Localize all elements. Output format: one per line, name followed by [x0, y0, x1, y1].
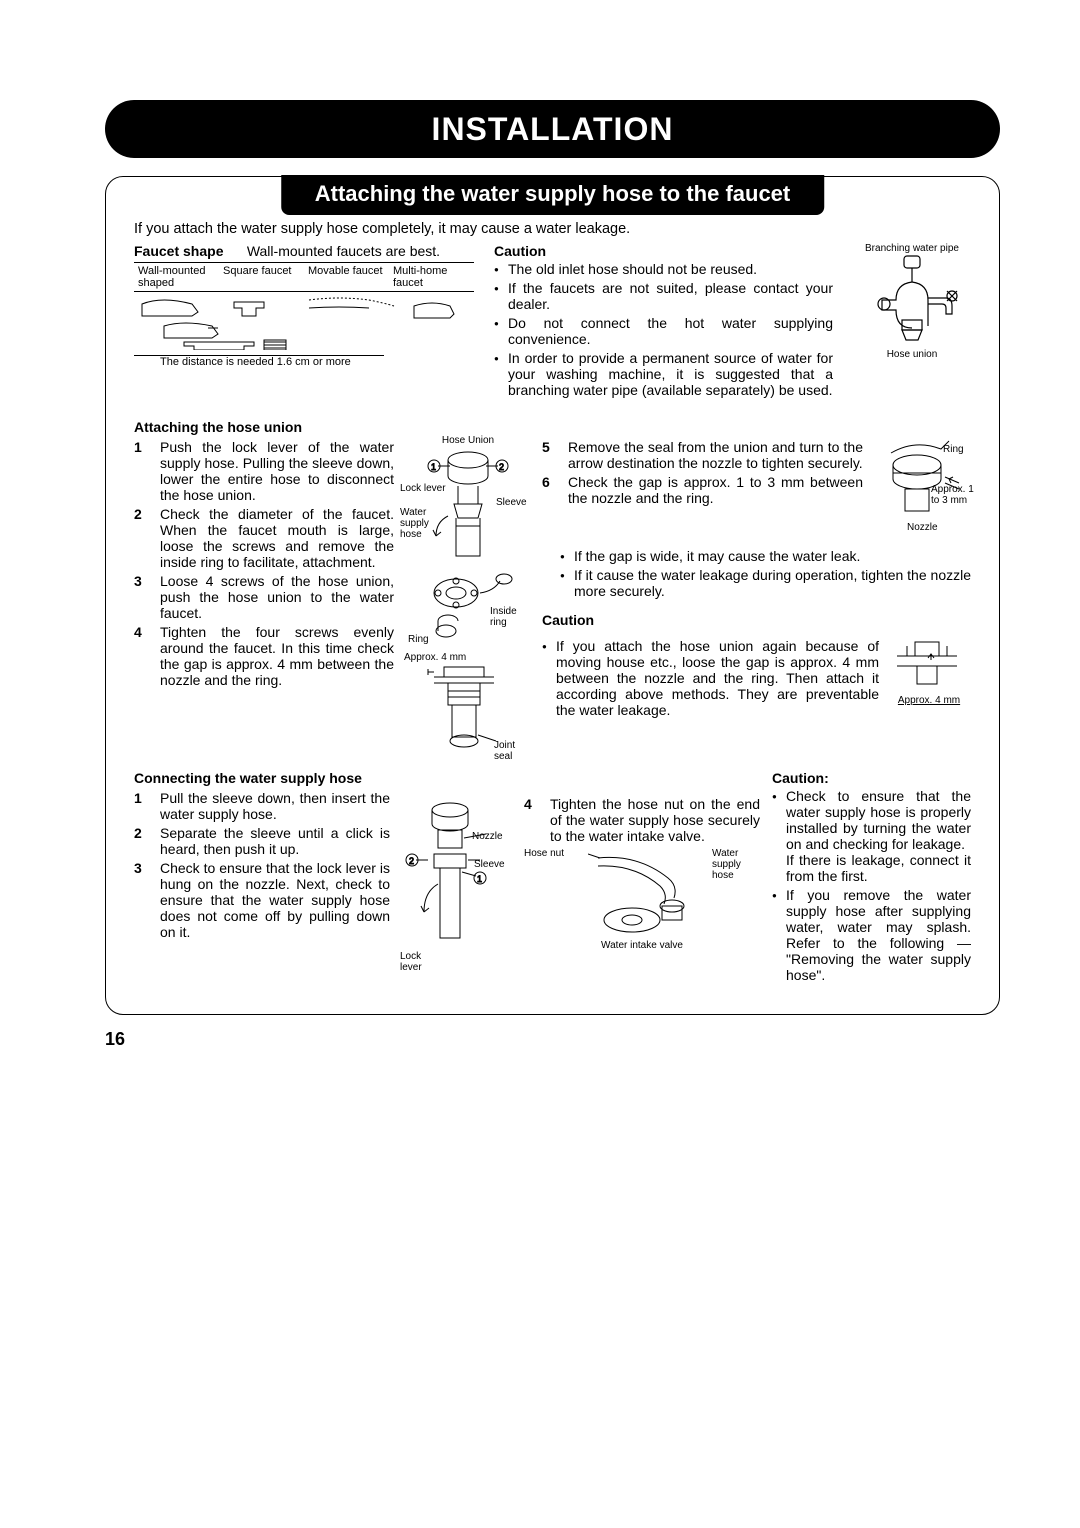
sec-a-heading: Attaching the hose union — [134, 419, 971, 435]
caution1-item: In order to provide a permanent source o… — [494, 350, 833, 398]
bullet-text: If the gap is wide, it may cause the wat… — [560, 548, 971, 564]
water-supply-hose-label-b: Water supply hose — [712, 848, 741, 881]
faucet-type-d: Multi-home faucet — [389, 265, 474, 289]
hose-nut-label: Hose nut — [524, 848, 564, 859]
sec-b-heading: Connecting the water supply hose — [134, 770, 390, 786]
hose-union-label: Hose union — [853, 349, 971, 360]
faucet-type-b: Square faucet — [219, 265, 304, 289]
lock-lever-label: Lock lever — [400, 483, 446, 494]
hose-union-diagram-label: Hose Union — [404, 435, 532, 446]
water-intake-valve-label: Water intake valve — [601, 940, 683, 951]
approx-4mm-label: Approx. 4 mm — [404, 652, 532, 663]
faucet-illustrations — [134, 292, 464, 350]
faucet-shape-label: Faucet shape — [134, 243, 223, 259]
step-text: Push the lock lever of the water supply … — [160, 439, 394, 503]
caution2-list: If you attach the hose union again becau… — [542, 638, 879, 721]
caution3-list: Check to ensure that the water supply ho… — [772, 788, 971, 983]
svg-text:1: 1 — [477, 874, 482, 884]
approx-1-3-label: Approx. 1 to 3 mm — [931, 484, 979, 506]
lock-lever-label-b: Lock lever — [400, 951, 434, 973]
faucet-distance-note: The distance is needed 1.6 cm or more — [134, 355, 384, 368]
step-text: Pull the sleeve down, then insert the wa… — [160, 790, 390, 822]
step-text: Check the diameter of the faucet. When t… — [160, 506, 394, 570]
ring-label: Ring — [408, 634, 429, 645]
page-number: 16 — [105, 1029, 1000, 1050]
caution1-item: Do not connect the hot water supplying c… — [494, 315, 833, 347]
step-text: Separate the sleeve until a click is hea… — [160, 825, 390, 857]
gap-4mm-diagram — [887, 636, 971, 692]
faucet-type-a: Wall-mounted shaped — [134, 265, 219, 289]
step-text: Tighten the four screws evenly around th… — [160, 624, 394, 688]
sec-b-steps: 1Pull the sleeve down, then insert the w… — [134, 790, 390, 940]
section-subtitle: Attaching the water supply hose to the f… — [281, 175, 825, 215]
svg-text:1: 1 — [431, 462, 436, 472]
sec-a-steps-1-4: 1Push the lock lever of the water supply… — [134, 439, 394, 688]
intro-text: If you attach the water supply hose comp… — [134, 221, 971, 237]
content-frame: Attaching the water supply hose to the f… — [105, 176, 1000, 1015]
svg-text:2: 2 — [409, 856, 414, 866]
svg-text:2: 2 — [499, 462, 504, 472]
branching-pipe-label: Branching water pipe — [853, 243, 971, 254]
step-text: Loose 4 screws of the hose union, push t… — [160, 573, 394, 621]
caution1-list: The old inlet hose should not be reused.… — [494, 261, 833, 398]
nozzle-label-a: Nozzle — [907, 522, 938, 533]
caution3-item: Check to ensure that the water supply ho… — [772, 788, 971, 884]
branching-pipe-icon — [862, 254, 962, 346]
bullet-text: If it cause the water leakage during ope… — [560, 567, 971, 599]
connecting-diagram-1: 2 1 — [402, 796, 512, 966]
faucet-type-c: Movable faucet — [304, 265, 389, 289]
page-title-bar: INSTALLATION — [105, 100, 1000, 158]
sec-a-steps-5-6: 5Remove the seal from the union and turn… — [542, 439, 863, 506]
step-text: Remove the seal from the union and turn … — [568, 439, 863, 471]
caution1-item: The old inlet hose should not be reused. — [494, 261, 833, 277]
nozzle-label-b: Nozzle — [472, 831, 503, 842]
ring-label-2: Ring — [943, 444, 964, 455]
caution2-text: If you attach the hose union again becau… — [542, 638, 879, 718]
caution3-item: If you remove the water supply hose afte… — [772, 887, 971, 983]
sleeve-label-b: Sleeve — [474, 859, 505, 870]
caution1-heading: Caution — [494, 243, 833, 259]
approx-4mm-b: Approx. 4 mm — [898, 695, 960, 706]
water-supply-hose-label: Water supply hose — [400, 507, 440, 540]
sleeve-label: Sleeve — [496, 497, 527, 508]
faucet-shape-note: Wall-mounted faucets are best. — [247, 243, 440, 259]
step-text: Check the gap is approx. 1 to 3 mm betwe… — [568, 474, 863, 506]
subtitle-text: Attaching the water supply hose to the f… — [315, 181, 791, 206]
caution2-heading: Caution — [542, 612, 971, 628]
faucet-types-row: Wall-mounted shaped Square faucet Movabl… — [134, 262, 474, 292]
sec-b-step-4: 4Tighten the hose nut on the end of the … — [524, 796, 760, 844]
caution1-item: If the faucets are not suited, please co… — [494, 280, 833, 312]
caution3-heading: Caution: — [772, 770, 971, 786]
step-text: Check to ensure that the lock lever is h… — [160, 860, 390, 940]
page-title: INSTALLATION — [432, 111, 674, 148]
connecting-diagram-2 — [588, 848, 708, 938]
joint-seal-label: Joint seal — [494, 740, 528, 762]
step-text: Tighten the hose nut on the end of the w… — [550, 796, 760, 844]
inside-ring-label: Inside ring — [490, 606, 526, 628]
sec-a-sub-bullets: If the gap is wide, it may cause the wat… — [542, 548, 971, 602]
